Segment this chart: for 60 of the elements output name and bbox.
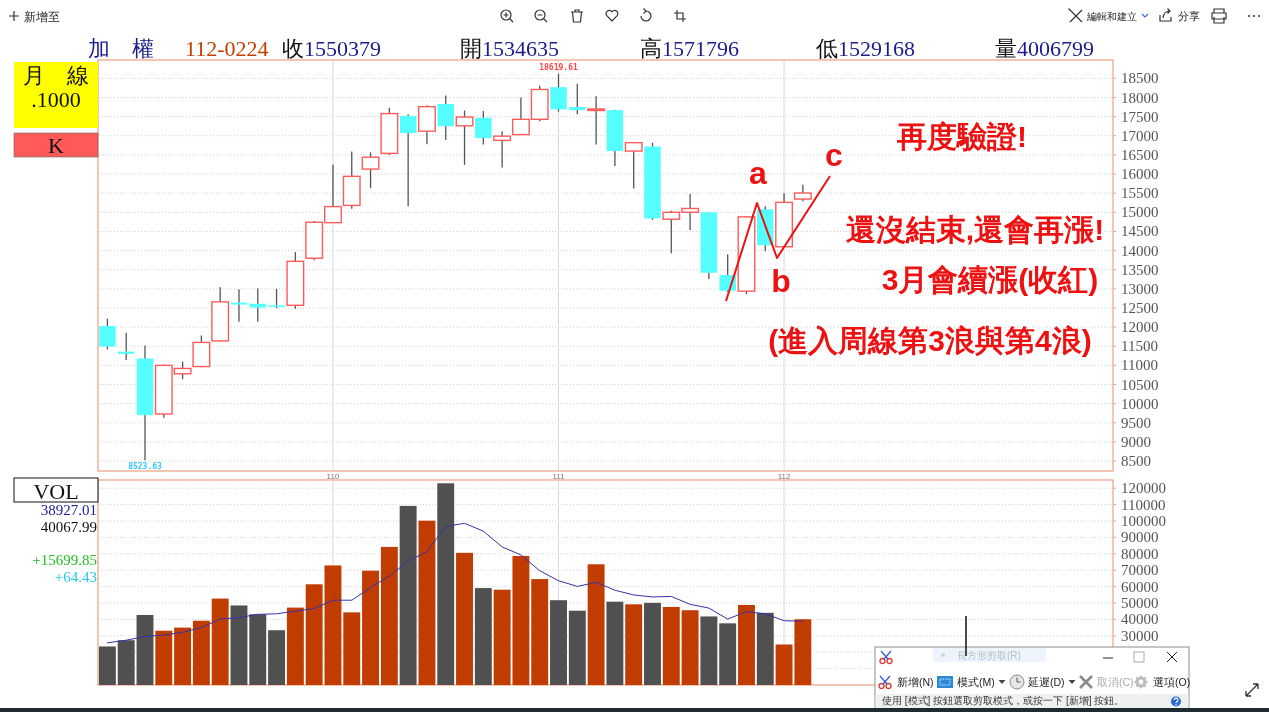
text: 月 線 xyxy=(23,63,89,88)
candlestick xyxy=(550,73,567,113)
annotation: 3月會續漲(收紅) xyxy=(881,263,1099,296)
candlestick xyxy=(268,288,285,310)
candlestick xyxy=(624,141,643,190)
y-tick-label: 18500 xyxy=(1121,70,1159,87)
annotation: c xyxy=(825,137,843,173)
y-tick-label: 13000 xyxy=(1121,280,1159,297)
text: K xyxy=(48,133,65,158)
candlestick xyxy=(249,287,267,323)
annotation: 高1571796 xyxy=(640,36,739,61)
y-tick-label: 12000 xyxy=(1121,319,1159,336)
candlestick xyxy=(99,318,116,350)
chart-title: 加 權 xyxy=(88,36,154,61)
candlestick xyxy=(455,109,474,166)
y-tick-label: 14500 xyxy=(1121,223,1159,240)
candlestick xyxy=(587,95,606,146)
candlestick xyxy=(361,151,380,189)
y-tick-label: 16000 xyxy=(1121,166,1159,183)
y-tick-label: 17000 xyxy=(1121,127,1159,144)
y-tick-label: 13500 xyxy=(1121,261,1159,278)
text: 編輯和建立 xyxy=(1086,11,1137,22)
annotation: 收1550379 xyxy=(282,36,381,61)
candlestick xyxy=(493,130,512,169)
annotation: 112-0224 xyxy=(185,36,269,61)
candlestick xyxy=(569,83,586,115)
candlestick xyxy=(437,94,454,141)
annotation: (進入周線第3浪與第4浪) xyxy=(768,324,1092,357)
text: 新增至 xyxy=(24,10,60,24)
text: .1000 xyxy=(31,87,81,112)
y-tick-label: 15000 xyxy=(1121,204,1159,221)
annotation: 低1529168 xyxy=(816,36,915,61)
y-tick-label: 11000 xyxy=(1121,357,1158,374)
x-tick-label: 110 xyxy=(326,472,340,481)
annotation: 18619.61 xyxy=(539,62,578,72)
annotation: a xyxy=(749,155,768,191)
annotation: 量4006799 xyxy=(995,36,1094,61)
annotation: 再度驗證! xyxy=(896,120,1027,153)
y-tick-label: 9500 xyxy=(1121,414,1151,431)
annotation: b xyxy=(771,263,791,299)
candlestick xyxy=(399,113,417,207)
candlestick xyxy=(475,110,492,146)
y-tick-label: 16500 xyxy=(1121,146,1159,163)
y-tick-label: 17500 xyxy=(1121,108,1159,125)
annotation: 8523.63 xyxy=(128,462,163,472)
y-tick-label: 12500 xyxy=(1121,299,1159,316)
x-tick-label: 112 xyxy=(777,472,791,481)
y-tick-label: 11500 xyxy=(1121,338,1158,355)
y-tick-label: 15500 xyxy=(1121,185,1159,202)
y-tick-label: 10000 xyxy=(1121,395,1159,412)
annotation: 開1534635 xyxy=(460,36,559,61)
text: 分享 xyxy=(1178,10,1200,22)
annotation: 還沒結束,還會再漲! xyxy=(845,213,1105,246)
y-tick-label: 8500 xyxy=(1121,453,1151,470)
candlestick xyxy=(230,288,248,323)
y-tick-label: 18000 xyxy=(1121,89,1159,106)
y-tick-label: 14000 xyxy=(1121,242,1159,259)
y-tick-label: 10500 xyxy=(1121,376,1159,393)
x-tick-label: 111 xyxy=(552,472,566,481)
y-tick-label: 9000 xyxy=(1121,433,1151,450)
